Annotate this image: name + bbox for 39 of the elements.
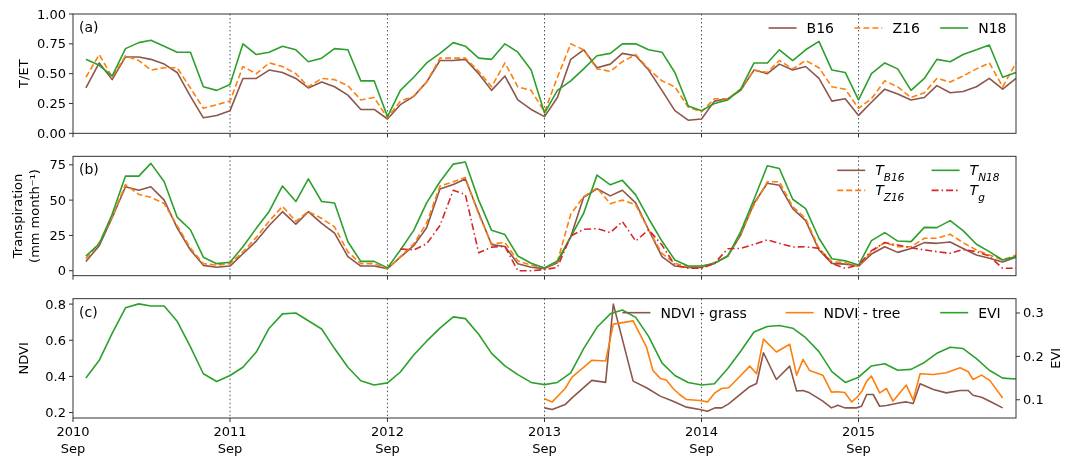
x-tick-label: 2013 Sep	[527, 424, 562, 456]
y-tick-label: 25	[49, 227, 66, 243]
chart-title: (c)	[79, 303, 98, 320]
y-tick-label: 0.50	[37, 66, 66, 82]
y-tick-label: 0.4	[45, 368, 66, 384]
legend-label: Z16	[892, 20, 920, 36]
y2-tick-label: 0.3	[1023, 305, 1044, 321]
legend-label: T$_{Z16}$	[875, 182, 905, 204]
chart-title: (b)	[79, 161, 99, 178]
legend-label: NDVI - tree	[823, 304, 901, 321]
y2-tick-label: 0.1	[1023, 392, 1044, 408]
legend-label: B16	[806, 20, 835, 36]
y-axis-title: T/ET	[16, 59, 31, 89]
legend-label: T$_{B16}$	[875, 162, 905, 184]
x-tick-label: 2012 Sep	[370, 424, 405, 456]
y-tick-label: 0.8	[45, 296, 66, 312]
y-tick-label: 50	[49, 192, 66, 208]
y-axis-title: Transpiration (mm month⁻¹)	[10, 169, 42, 263]
y-axis-title: NDVI	[16, 342, 31, 375]
legend-label: T$_{N18}$	[969, 162, 1000, 184]
legend-label: NDVI - grass	[660, 304, 747, 321]
y-tick-label: 0	[57, 263, 66, 279]
y-tick-label: 0.00	[37, 125, 66, 141]
y-tick-label: 0.2	[45, 405, 66, 421]
x-tick-label: 2015 Sep	[842, 424, 876, 456]
y-tick-label: 1.00	[37, 6, 66, 22]
y-tick-label: 0.6	[45, 332, 66, 348]
legend-label: T$_{g}$	[969, 182, 986, 204]
legend-label: N18	[978, 20, 1007, 36]
x-tick-label: 2010 Sep	[56, 424, 90, 456]
y-tick-label: 0.75	[37, 36, 66, 52]
chart-title: (a)	[79, 19, 99, 35]
y2-tick-label: 0.2	[1023, 348, 1044, 364]
y2-axis-title: EVI	[1048, 347, 1063, 369]
y-tick-label: 75	[49, 157, 66, 173]
legend-label: EVI	[978, 304, 1001, 321]
x-tick-label: 2011 Sep	[213, 424, 247, 456]
x-tick-label: 2014 Sep	[684, 424, 719, 456]
y-tick-label: 0.25	[37, 96, 66, 111]
